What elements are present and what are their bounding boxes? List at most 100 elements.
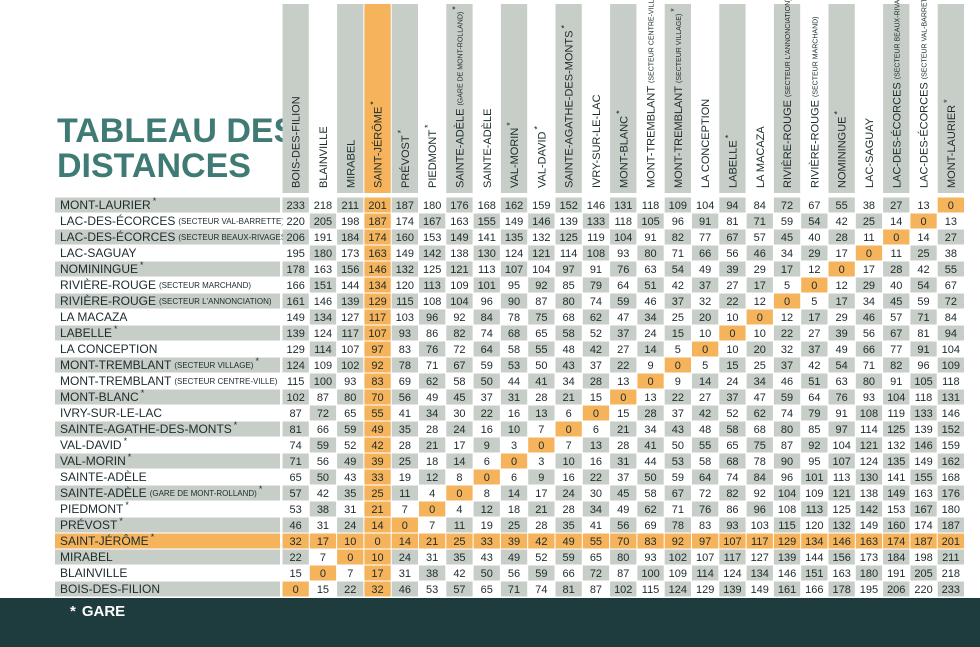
cell-bg <box>910 437 937 453</box>
distance: 76 <box>617 264 629 276</box>
cell-bg <box>610 517 637 533</box>
cell-bg <box>446 533 473 549</box>
distance: 52 <box>535 552 547 564</box>
distance: 42 <box>836 216 848 228</box>
distance: 163 <box>914 488 932 500</box>
distance: 28 <box>644 408 656 420</box>
cell-bg <box>582 501 610 517</box>
cell-bg <box>528 309 555 325</box>
cell-bg <box>555 373 582 389</box>
cell-bg <box>446 437 473 453</box>
cell-bg <box>473 261 500 277</box>
distance: 56 <box>726 248 738 260</box>
distance: 117 <box>751 536 769 548</box>
row-label-bg <box>55 261 280 277</box>
distance: 50 <box>317 472 329 484</box>
cell-bg <box>937 581 964 597</box>
cell-bg <box>309 485 337 501</box>
distance: 163 <box>450 216 468 228</box>
cell-bg <box>664 421 691 437</box>
cell-bg <box>637 373 664 389</box>
row-mark: * <box>124 436 128 446</box>
cell-bg <box>309 357 337 373</box>
row-label-bg <box>55 245 280 261</box>
column-header: SAINTE-ADÈLE (GARE DE MONT-ROLLAND) * <box>451 6 467 188</box>
cell-bg <box>664 245 691 261</box>
cell-bg <box>582 485 610 501</box>
distance: 174 <box>914 520 932 532</box>
cell-bg <box>801 213 828 229</box>
distance: 7 <box>402 504 408 516</box>
column-name: LA CONCEPTION <box>700 99 712 188</box>
distance: 174 <box>396 216 414 228</box>
distance: 87 <box>535 296 547 308</box>
cell-bg <box>282 549 309 565</box>
cell-bg <box>610 533 637 549</box>
column-name: SAINT-JÉRÔME <box>371 107 384 188</box>
cell-bg <box>528 421 555 437</box>
row-mark: * <box>128 452 132 462</box>
cell-bg <box>309 581 337 597</box>
cell-bg <box>610 357 637 373</box>
row-label-bg <box>55 469 280 485</box>
cell-bg <box>773 549 801 565</box>
distance: 76 <box>836 392 848 404</box>
column-header: IVRY-SUR-LE-LAC <box>591 94 603 188</box>
distance: 49 <box>426 392 438 404</box>
distance: 53 <box>426 584 438 596</box>
cell-bg <box>855 533 883 549</box>
cell-bg <box>610 421 637 437</box>
distance: 80 <box>781 424 793 436</box>
distance: 35 <box>399 424 411 436</box>
distance: 93 <box>644 552 656 564</box>
column-header: BLAINVILLE <box>318 126 330 188</box>
row-label: SAINTE-ADÈLE <box>60 469 147 484</box>
distance: 152 <box>559 200 577 212</box>
distance: 0 <box>293 584 299 596</box>
row-label-bg <box>55 485 280 501</box>
distance: 79 <box>590 280 602 292</box>
cell-bg <box>937 293 964 309</box>
cell-bg <box>801 469 828 485</box>
cell-bg <box>719 437 746 453</box>
distance: 77 <box>699 232 711 244</box>
cell-bg <box>528 517 555 533</box>
distance: 162 <box>942 456 960 468</box>
distance: 57 <box>754 232 766 244</box>
row-label-bg <box>55 421 280 437</box>
distance: 15 <box>672 328 684 340</box>
distance: 129 <box>286 344 304 356</box>
distance: 151 <box>314 280 332 292</box>
distance: 13 <box>945 216 957 228</box>
distance: 104 <box>942 344 960 356</box>
distance: 97 <box>836 424 848 436</box>
cell-bg <box>473 325 500 341</box>
cell-bg <box>910 341 937 357</box>
distance: 39 <box>726 264 738 276</box>
distance: 86 <box>726 504 738 516</box>
distance: 220 <box>286 216 304 228</box>
cell-bg <box>883 325 910 341</box>
column-header: MONT-LAURIER * <box>942 99 958 188</box>
cell-bg <box>364 581 391 597</box>
cell-bg <box>555 197 582 213</box>
distance: 5 <box>784 280 790 292</box>
cell-bg <box>828 357 855 373</box>
distance: 0 <box>593 408 599 420</box>
distance: 168 <box>478 200 496 212</box>
distance: 5 <box>811 296 817 308</box>
distance: 107 <box>723 536 741 548</box>
distance: 180 <box>314 248 332 260</box>
distance: 34 <box>563 376 575 388</box>
distance: 54 <box>808 216 820 228</box>
column-header: LAC-DES-ÉCORCES (SECTEUR VAL-BARRETTE) <box>917 0 930 188</box>
cell-bg <box>828 229 855 245</box>
row-label-bg <box>55 197 280 213</box>
cell-bg <box>555 501 582 517</box>
cell-bg <box>500 549 528 565</box>
distance: 58 <box>508 344 520 356</box>
cell-bg <box>664 373 691 389</box>
cell-bg <box>937 565 964 581</box>
cell-bg <box>692 229 719 245</box>
column-sub: (SECTEUR VAL-BARRETTE) <box>921 0 928 79</box>
